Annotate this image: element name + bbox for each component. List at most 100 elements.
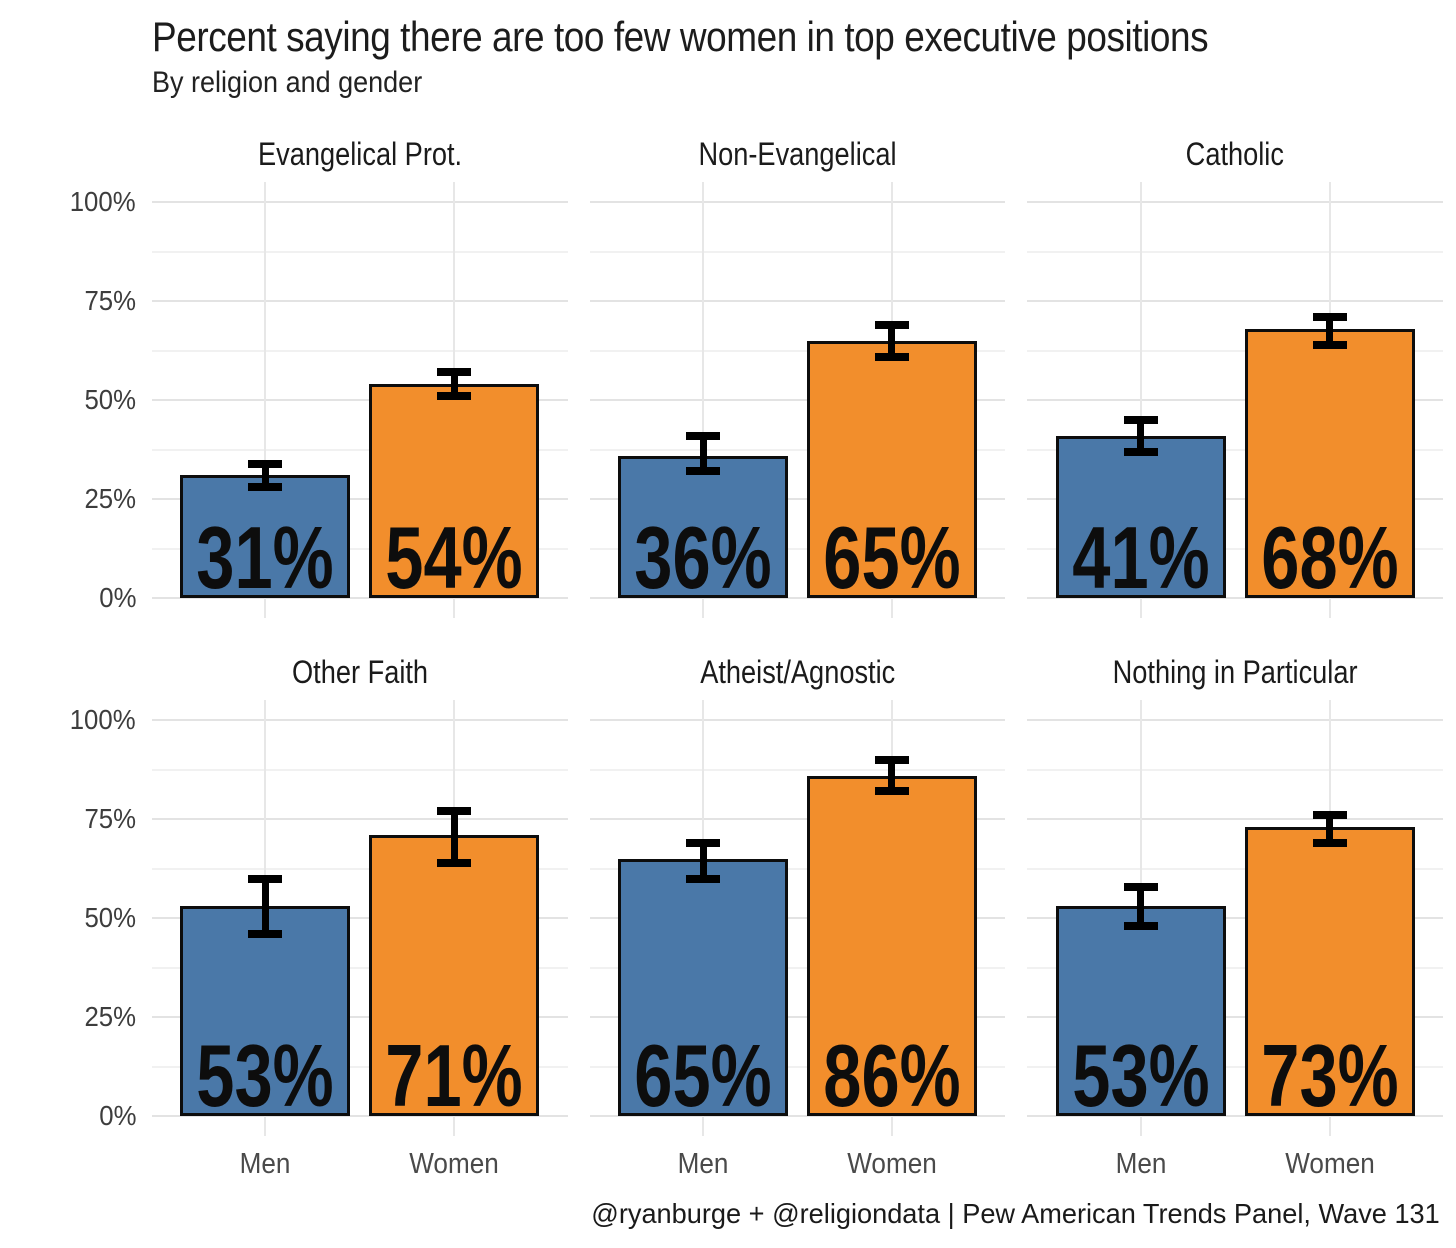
bar-value-label: 71% bbox=[385, 1025, 523, 1125]
errorbar-cap-top bbox=[1123, 882, 1158, 891]
x-tick-label-women: Women bbox=[409, 1148, 499, 1181]
chart-subtitle: By religion and gender bbox=[152, 66, 1456, 100]
bar-value-label: 68% bbox=[1260, 507, 1399, 607]
major-gridline bbox=[1027, 498, 1444, 501]
errorbar-cap-top bbox=[437, 368, 472, 377]
chart-caption: @ryanburge + @religiondata | Pew America… bbox=[0, 1198, 1440, 1230]
minor-gridline bbox=[589, 768, 1006, 771]
errorbar-cap-bottom bbox=[437, 858, 472, 867]
category-gridline bbox=[702, 182, 705, 619]
errorbar-stem bbox=[1137, 886, 1145, 927]
facet-title: Catholic bbox=[1027, 126, 1443, 182]
bar-value-label: 86% bbox=[823, 1025, 961, 1125]
minor-gridline bbox=[1027, 966, 1444, 969]
y-axis-bottom: 0% 25% 50% 75% 100% bbox=[0, 644, 152, 1190]
errorbar-stem bbox=[699, 435, 707, 472]
x-tick-label-women: Women bbox=[847, 1148, 937, 1181]
minor-gridline bbox=[589, 1065, 1006, 1068]
x-tick-label-men: Men bbox=[1115, 1148, 1167, 1181]
minor-gridline bbox=[152, 1065, 568, 1068]
minor-gridline bbox=[1027, 250, 1444, 253]
major-gridline bbox=[1027, 1016, 1444, 1019]
minor-gridline bbox=[589, 867, 1006, 870]
bar-value-label: 54% bbox=[385, 507, 523, 607]
y-tick-label: 50% bbox=[84, 902, 136, 934]
chart-title: Percent saying there are too few women i… bbox=[152, 13, 1456, 60]
errorbar-stem bbox=[699, 842, 707, 879]
y-tick-label: 25% bbox=[84, 483, 136, 515]
major-gridline bbox=[589, 498, 1006, 501]
errorbar-cap-bottom bbox=[437, 392, 472, 401]
minor-gridline bbox=[589, 250, 1006, 253]
y-tick-label: 25% bbox=[84, 1001, 136, 1033]
major-gridline bbox=[152, 201, 568, 204]
y-tick-label: 75% bbox=[84, 285, 136, 317]
major-gridline bbox=[589, 1016, 1006, 1019]
errorbar-cap-bottom bbox=[874, 352, 909, 361]
facet-row-bottom: 0% 25% 50% 75% 100% Other Faith 53% 71% Men Wome… bbox=[0, 644, 1456, 1190]
major-gridline bbox=[1027, 818, 1444, 821]
x-axis-labels: Men Women bbox=[1027, 1136, 1443, 1190]
y-axis-top: 0% 25% 50% 75% 100% bbox=[0, 126, 152, 618]
facet-panels-top: Evangelical Prot. 31% 54% Non-Evangelical 36… bbox=[152, 126, 1444, 619]
facet-title: Nothing in Particular bbox=[1027, 644, 1443, 700]
facet-title-text: Catholic bbox=[1186, 135, 1285, 172]
y-tick-label: 0% bbox=[98, 582, 136, 614]
x-tick-label-men: Men bbox=[240, 1148, 291, 1181]
category-gridline bbox=[264, 182, 267, 619]
major-gridline bbox=[589, 201, 1006, 204]
minor-gridline bbox=[1027, 547, 1444, 550]
major-gridline bbox=[589, 300, 1006, 303]
errorbar-cap-top bbox=[248, 874, 283, 883]
errorbar-cap-bottom bbox=[1123, 447, 1158, 456]
minor-gridline bbox=[589, 547, 1006, 550]
minor-gridline bbox=[1027, 867, 1444, 870]
facet-non-evangelical: Non-Evangelical 36% 65% bbox=[589, 126, 1006, 619]
facet-title: Atheist/Agnostic bbox=[590, 644, 1006, 700]
y-tick-label: 50% bbox=[84, 384, 136, 416]
facet-title: Non-Evangelical bbox=[590, 126, 1006, 182]
bar-women bbox=[1244, 328, 1415, 599]
facet-plot-area: 53% 73% bbox=[1027, 700, 1444, 1137]
facet-panels-bottom: Other Faith 53% 71% Men Women Atheist/Agnosti… bbox=[152, 644, 1444, 1190]
bar-value-label: 31% bbox=[196, 507, 335, 607]
facet-title-text: Evangelical Prot. bbox=[257, 135, 462, 172]
facet-plot-area: 53% 71% bbox=[152, 700, 568, 1137]
facet-title-text: Non-Evangelical bbox=[698, 135, 897, 172]
facet-plot-area: 65% 86% bbox=[589, 700, 1006, 1137]
chart-subtitle-text: By religion and gender bbox=[152, 66, 423, 100]
chart-caption-text: @ryanburge + @religiondata | Pew America… bbox=[591, 1198, 1440, 1230]
errorbar-cap-top bbox=[1312, 313, 1347, 322]
bar-men bbox=[1055, 906, 1226, 1117]
facet-title: Other Faith bbox=[152, 644, 568, 700]
bar-women bbox=[369, 835, 540, 1117]
minor-gridline bbox=[1027, 448, 1444, 451]
major-gridline bbox=[589, 597, 1006, 600]
major-gridline bbox=[589, 719, 1006, 722]
errorbar-cap-bottom bbox=[1123, 922, 1158, 931]
facet-row-top: 0% 25% 50% 75% 100% Evangelical Prot. 31% 54% N… bbox=[0, 126, 1456, 619]
facet-plot-area: 31% 54% bbox=[152, 182, 568, 619]
major-gridline bbox=[1027, 719, 1444, 722]
major-gridline bbox=[152, 917, 568, 920]
major-gridline bbox=[152, 399, 568, 402]
errorbar-cap-bottom bbox=[1312, 838, 1347, 847]
facet-atheist-agnostic: Atheist/Agnostic 65% 86% Men Women bbox=[589, 644, 1006, 1190]
major-gridline bbox=[1027, 201, 1444, 204]
minor-gridline bbox=[589, 966, 1006, 969]
minor-gridline bbox=[589, 349, 1006, 352]
errorbar-cap-top bbox=[686, 838, 721, 847]
major-gridline bbox=[589, 399, 1006, 402]
bar-value-label: 36% bbox=[634, 507, 772, 607]
errorbar-cap-bottom bbox=[874, 787, 909, 796]
facet-plot-area: 41% 68% bbox=[1027, 182, 1444, 619]
minor-gridline bbox=[152, 867, 568, 870]
bar-value-label: 73% bbox=[1260, 1025, 1399, 1125]
y-tick-label: 100% bbox=[70, 704, 136, 736]
minor-gridline bbox=[152, 349, 568, 352]
errorbar-cap-bottom bbox=[248, 483, 283, 492]
errorbar-cap-bottom bbox=[686, 874, 721, 883]
errorbar-cap-bottom bbox=[686, 467, 721, 476]
bar-value-label: 53% bbox=[196, 1025, 335, 1125]
minor-gridline bbox=[152, 250, 568, 253]
